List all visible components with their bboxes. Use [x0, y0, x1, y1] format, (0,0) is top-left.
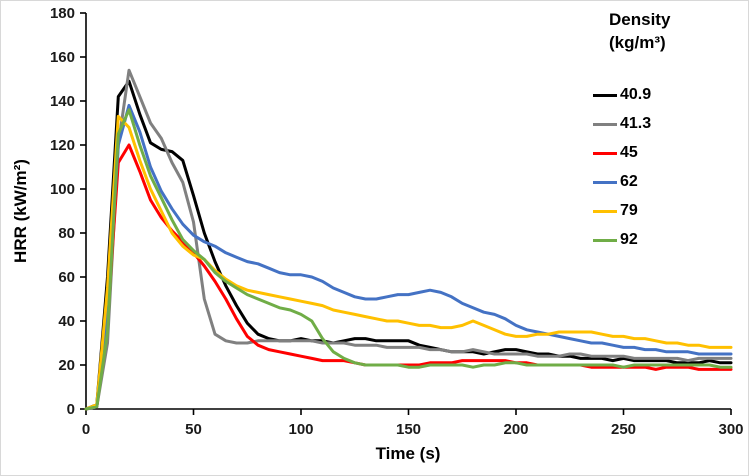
x-tick-label: 50	[185, 421, 202, 438]
legend-title: Density (kg/m³)	[593, 9, 743, 55]
y-tick-label: 60	[58, 269, 75, 286]
x-tick-label: 100	[288, 421, 313, 438]
legend-label: 41.3	[620, 115, 652, 133]
legend-label: 40.9	[620, 86, 652, 104]
legend: Density (kg/m³) 40.9 41.3 45 62 79 92	[593, 9, 743, 255]
y-tick-label: 40	[58, 313, 75, 330]
y-tick-label: 160	[50, 49, 75, 66]
series-line-92	[84, 108, 733, 411]
x-tick-label: 200	[503, 421, 528, 438]
y-tick-label: 140	[50, 93, 75, 110]
legend-items: 40.9 41.3 45 62 79 92	[593, 81, 743, 255]
series-line-41.3	[84, 68, 733, 411]
legend-label: 45	[620, 144, 638, 162]
legend-label: 62	[620, 173, 638, 191]
x-axis-title: Time (s)	[375, 444, 441, 463]
legend-swatch	[593, 151, 617, 155]
legend-item: 41.3	[593, 110, 743, 139]
legend-item: 92	[593, 226, 743, 255]
y-tick-label: 180	[50, 5, 75, 22]
x-tick-label: 0	[82, 421, 90, 438]
legend-label: 79	[620, 202, 638, 220]
legend-item: 40.9	[593, 81, 743, 110]
series-line-62	[84, 103, 733, 411]
legend-title-line1: Density	[609, 10, 671, 29]
legend-swatch	[593, 238, 617, 242]
legend-label: 92	[620, 231, 638, 249]
legend-title-line2: (kg/m³)	[609, 32, 666, 52]
legend-swatch	[593, 209, 617, 213]
legend-item: 79	[593, 197, 743, 226]
legend-item: 45	[593, 139, 743, 168]
legend-item: 62	[593, 168, 743, 197]
series-line-40.9	[84, 79, 733, 411]
x-tick-label: 250	[611, 421, 636, 438]
legend-swatch	[593, 180, 617, 184]
y-tick-label: 100	[50, 181, 75, 198]
x-tick-label: 300	[718, 421, 743, 438]
legend-swatch	[593, 93, 617, 97]
x-tick-label: 150	[396, 421, 421, 438]
y-tick-label: 80	[58, 225, 75, 242]
y-tick-label: 0	[67, 401, 75, 418]
y-tick-label: 120	[50, 137, 75, 154]
series-line-79	[84, 114, 733, 411]
y-axis-title: HRR (kW/m²)	[11, 159, 30, 263]
y-tick-label: 20	[58, 357, 75, 374]
legend-swatch	[593, 122, 617, 126]
